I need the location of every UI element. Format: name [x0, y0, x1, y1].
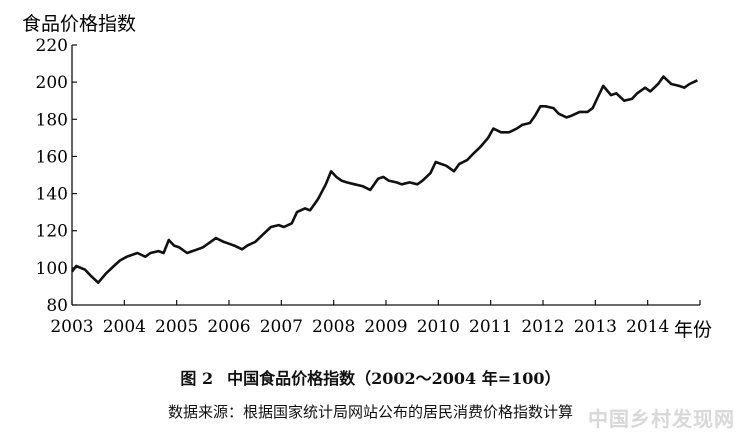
watermark-logo: 中国乡村发现网: [588, 407, 735, 431]
x-tick-label: 2006: [207, 317, 250, 337]
x-tick-label: 2014: [626, 317, 669, 337]
x-tick-label: 2005: [155, 317, 198, 337]
x-tick-label: 2013: [574, 317, 617, 337]
x-axis-label: 年份: [674, 319, 712, 341]
y-tick-label: 220: [36, 36, 68, 56]
x-tick-label: 2007: [260, 317, 303, 337]
source-note: 数据来源：根据国家统计局网站公布的居民消费价格指数计算: [167, 403, 573, 421]
axes: [71, 45, 700, 306]
x-tick-label: 2009: [364, 317, 407, 337]
figure-caption: 图 2 中国食品价格指数（2002～2004 年=100）: [0, 365, 741, 389]
series-line-food-price-index: [70, 75, 698, 284]
x-tick-label: 2003: [50, 317, 93, 337]
x-tick-label: 2010: [417, 317, 460, 337]
x-tick-label: 2008: [312, 317, 355, 337]
figure-number: 图 2: [180, 369, 214, 388]
x-tick-label: 2011: [469, 317, 512, 337]
y-tick-label: 80: [46, 296, 68, 316]
x-tick-label: 2004: [103, 317, 146, 337]
y-tick-label: 140: [36, 185, 68, 205]
y-tick-label: 200: [36, 73, 68, 93]
x-tick-label: 2012: [521, 317, 564, 337]
y-axis-label: 食品价格指数: [22, 13, 136, 35]
y-axis-ticks: 80 100 120 140 160 180 200 220: [36, 36, 77, 316]
y-tick-label: 120: [36, 222, 68, 242]
figure-title: 中国食品价格指数（2002～2004 年=100）: [227, 369, 561, 388]
y-tick-label: 160: [36, 147, 68, 167]
y-tick-label: 180: [36, 110, 68, 130]
y-tick-label: 100: [36, 259, 68, 279]
x-axis-ticks: 2003 2004 2005 2006 2007 2008 2009 2010 2011 2012…: [50, 300, 701, 337]
